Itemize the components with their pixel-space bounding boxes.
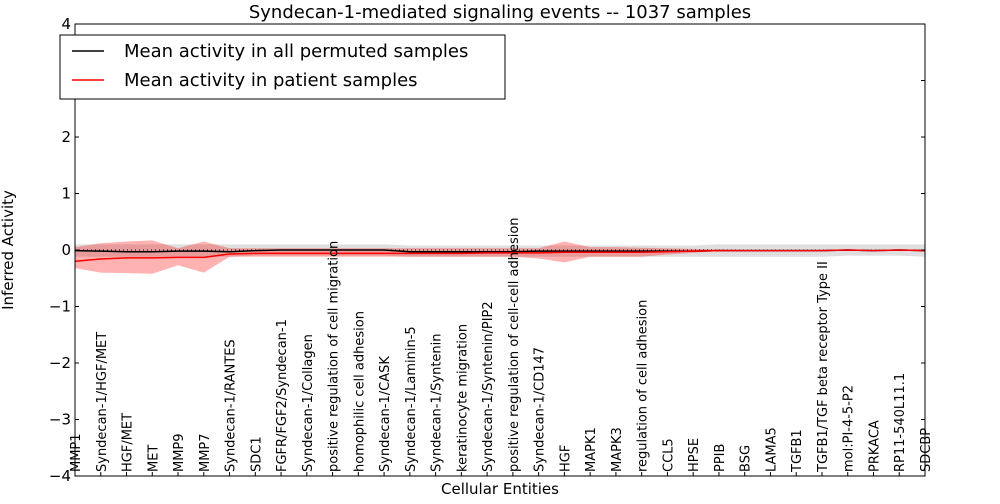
series-line-patient: [74, 249, 926, 263]
x-tick-label: MMP7: [198, 433, 213, 472]
x-tick-label: Syndecan-1/HGF/MET: [95, 332, 110, 472]
y-tick-label: −1: [49, 298, 71, 316]
x-tick-label: positive regulation of cell migration: [327, 241, 342, 472]
x-axis-label: Cellular Entities: [441, 480, 559, 498]
x-tick-label: TGFB1: [790, 429, 805, 473]
y-tick-label: 0: [61, 241, 71, 259]
x-tick-label: TGFB1/TGF beta receptor Type II: [816, 261, 831, 473]
x-tick-label: positive regulation of cell-cell adhesio…: [507, 217, 522, 472]
x-tick-label: Syndecan-1/RANTES: [224, 339, 239, 472]
y-tick-label: 4: [61, 15, 71, 33]
legend-box: [59, 34, 506, 100]
x-tick-label: MMP1: [69, 433, 84, 472]
y-axis-label: Inferred Activity: [0, 190, 17, 310]
x-tick-label: Syndecan-1/Laminin-5: [404, 326, 419, 472]
x-tick-label: HGF: [558, 445, 573, 472]
x-tick-label: Syndecan-1/Syntenin: [430, 334, 445, 473]
plot-frame: [74, 23, 926, 477]
y-tick-label: −3: [49, 411, 71, 429]
x-tick-label: MMP9: [172, 433, 187, 472]
x-tick-label: regulation of cell adhesion: [636, 300, 651, 472]
x-tick-label: FGFR/FGF2/Syndecan-1: [275, 319, 290, 472]
x-tick-label: Syndecan-1/Collagen: [301, 334, 316, 472]
x-tick-label: mol:PI-4-5-P2: [842, 385, 857, 472]
x-tick-label: MET: [146, 445, 161, 472]
x-tick-label: MAPK1: [584, 427, 599, 472]
x-tick-label: SDC1: [249, 436, 264, 472]
legend-label-permuted: Mean activity in all permuted samples: [124, 41, 468, 62]
x-tick-label: LAMA5: [764, 427, 779, 472]
x-tick-label: PRKACA: [867, 420, 882, 472]
y-tick-label: 2: [61, 128, 71, 146]
x-tick-label: RP11-540L11.1: [893, 373, 908, 472]
x-tick-label: Syndecan-1/CASK: [378, 356, 393, 472]
y-tick-label: −2: [49, 354, 71, 372]
y-tick-label: −4: [49, 467, 71, 485]
x-tick-label: HGF/MET: [121, 413, 136, 472]
x-tick-label: homophilic cell adhesion: [352, 311, 367, 472]
y-tick-label: 1: [61, 185, 71, 203]
band-patient: [75, 240, 925, 274]
x-tick-label: MAPK3: [610, 427, 625, 472]
chart-title: Syndecan-1-mediated signaling events -- …: [249, 2, 751, 23]
legend: Mean activity in all permuted samples Me…: [59, 34, 506, 100]
x-tick-label: SDCBP: [919, 428, 934, 472]
x-tick-label: HPSE: [687, 438, 702, 472]
x-tick-label: keratinocyte migration: [455, 324, 470, 472]
x-tick-label: BSG: [739, 445, 754, 472]
x-tick-label: CCL5: [661, 438, 676, 472]
legend-label-patient: Mean activity in patient samples: [124, 70, 418, 91]
x-tick-label: Syndecan-1/CD147: [533, 347, 548, 472]
x-tick-label: Syndecan-1/Syntenin/PIP2: [481, 301, 496, 472]
x-tick-label: PPIB: [713, 444, 728, 472]
